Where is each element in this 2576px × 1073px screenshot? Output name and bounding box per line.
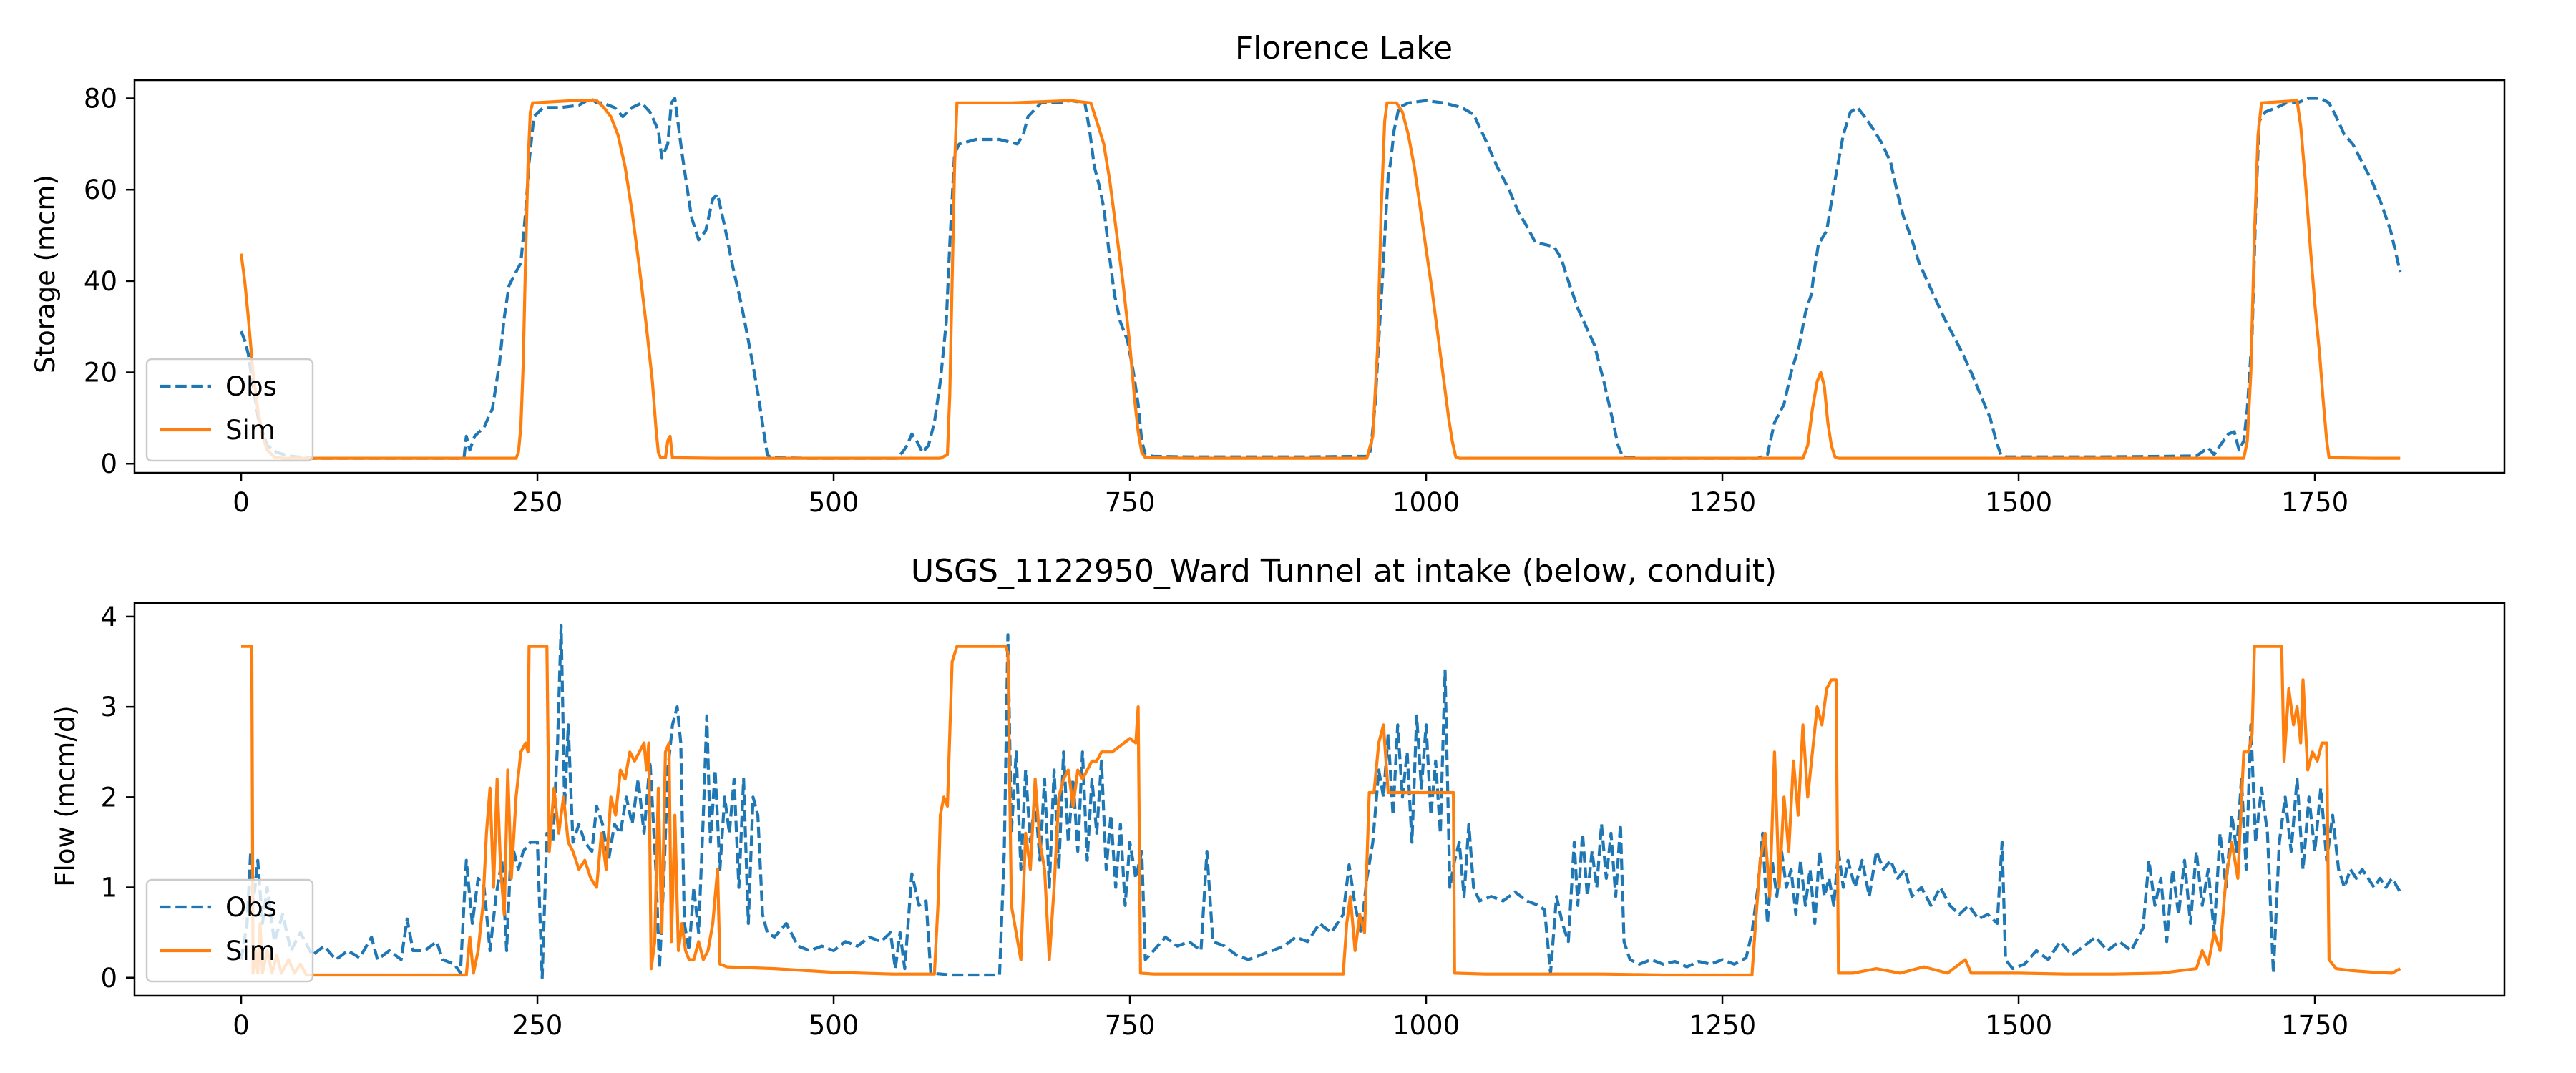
storage-chart-y-tick-label: 80 <box>84 84 117 114</box>
flow-chart-x-tick-label: 500 <box>809 1010 859 1041</box>
flow-chart-axes-frame <box>133 602 2506 997</box>
storage-chart-legend: Obs Sim <box>145 358 314 462</box>
storage-chart-y-tick-label: 40 <box>84 266 117 297</box>
storage-chart-series-obs <box>240 97 2402 460</box>
storage-chart-x-tick-label: 1000 <box>1392 487 1460 518</box>
storage-chart-axes-frame <box>133 79 2506 474</box>
storage-chart-x-tick-label: 250 <box>512 487 563 518</box>
flow-chart-x-tick-label: 0 <box>233 1010 250 1041</box>
legend-label-sim: Sim <box>225 415 275 446</box>
flow-chart-series-obs <box>239 624 2402 979</box>
flow-chart-x-tick-label: 1000 <box>1392 1010 1460 1041</box>
flow-chart-y-tick-label: 3 <box>100 692 117 722</box>
flow-chart-y-tick-label: 0 <box>100 963 117 994</box>
storage-chart-y-tick-label: 60 <box>84 175 117 205</box>
flow-chart-x-tick-label: 1750 <box>2281 1010 2348 1041</box>
storage-chart-plot-area <box>239 97 2402 460</box>
flow-chart-x-tick-label: 1250 <box>1689 1010 1756 1041</box>
flow-chart-y-tick-label: 1 <box>100 873 117 903</box>
flow-chart-series-sim <box>241 645 2401 977</box>
flow-chart-x-tick-label: 1500 <box>1985 1010 2052 1041</box>
flow-chart-plot-area <box>239 624 2402 979</box>
storage-chart-series-sim <box>239 99 2401 460</box>
flow-chart-y-tick-label: 2 <box>100 782 117 813</box>
flow-chart-y-axis-label: Flow (mcm/d) <box>50 705 81 886</box>
storage-chart-axis-ticks: 0 250 500 750 1000 1250 1500 1750 0 20 40 60 80 <box>84 84 2348 518</box>
storage-chart-x-tick-label: 0 <box>233 487 250 518</box>
legend-label-obs: Obs <box>225 892 277 923</box>
storage-chart-y-tick-label: 20 <box>84 358 117 388</box>
flow-chart-legend-box <box>145 878 314 983</box>
storage-chart-legend-box <box>145 358 314 462</box>
storage-chart-x-tick-label: 1250 <box>1689 487 1756 518</box>
flow-chart: USGS_1122950_Ward Tunnel at intake (belo… <box>50 553 2506 1041</box>
flow-chart-axis-ticks: 0 250 500 750 1000 1250 1500 1750 0 1 2 3 4 <box>100 602 2348 1041</box>
storage-chart-x-tick-label: 750 <box>1105 487 1156 518</box>
storage-chart-y-tick-label: 0 <box>100 449 117 479</box>
flow-chart-y-tick-label: 4 <box>100 602 117 632</box>
flow-chart-x-tick-label: 750 <box>1105 1010 1156 1041</box>
storage-chart-x-tick-label: 1750 <box>2281 487 2348 518</box>
flow-chart-x-tick-label: 250 <box>512 1010 563 1041</box>
legend-label-sim: Sim <box>225 936 275 966</box>
storage-chart: Florence Lake Storage (mcm) 0 250 500 750 10… <box>30 30 2506 518</box>
legend-label-obs: Obs <box>225 371 277 402</box>
storage-chart-x-tick-label: 1500 <box>1985 487 2052 518</box>
storage-chart-y-axis-label: Storage (mcm) <box>30 175 61 373</box>
flow-chart-legend: Obs Sim <box>145 878 314 983</box>
storage-chart-title: Florence Lake <box>1235 30 1453 67</box>
flow-chart-title: USGS_1122950_Ward Tunnel at intake (belo… <box>911 553 1777 589</box>
storage-chart-x-tick-label: 500 <box>809 487 859 518</box>
